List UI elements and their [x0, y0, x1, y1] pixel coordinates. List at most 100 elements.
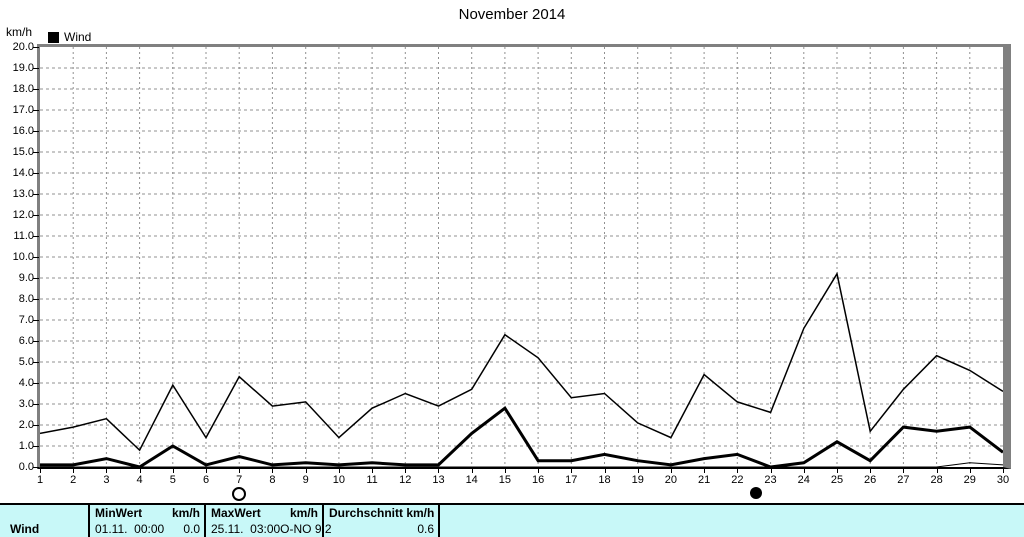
y-tick-label: 20.0 [12, 41, 34, 53]
x-tick-mark [571, 469, 573, 473]
page-title: November 2014 [458, 6, 566, 23]
y-tick-label: 7.0 [18, 314, 34, 326]
x-tick-mark [969, 469, 971, 473]
x-tick-mark [737, 469, 739, 473]
y-tick-mark [33, 215, 39, 216]
x-tick-mark [73, 469, 75, 473]
x-tick-label: 19 [631, 474, 644, 486]
durchschnitt-cell: Durchschnitt km/h 0.6 [322, 505, 438, 537]
minwert-cell: MinWert km/h 01.11. 00:00 0.0 [88, 505, 204, 537]
y-tick-label: 6.0 [18, 335, 34, 347]
minwert-header: MinWert [95, 506, 143, 520]
y-tick-label: 11.0 [13, 230, 34, 242]
y-tick-label: 16.0 [12, 125, 34, 137]
y-tick-label: 13.0 [12, 188, 34, 200]
y-tick-mark [33, 47, 39, 48]
x-tick-mark [870, 469, 872, 473]
y-tick-mark [33, 341, 39, 342]
series-hair [40, 462, 1003, 467]
y-tick-label: 8.0 [18, 293, 34, 305]
y-tick-mark [33, 425, 39, 426]
y-tick-mark [33, 173, 39, 174]
y-tick-label: 10.0 [12, 251, 34, 263]
x-tick-label: 14 [465, 474, 478, 486]
y-tick-mark [33, 362, 39, 363]
x-tick-label: 7 [236, 474, 243, 486]
maxwert-header: MaxWert [211, 506, 261, 520]
x-tick-label: 17 [565, 474, 578, 486]
y-tick-label: 3.0 [18, 398, 34, 410]
x-tick-mark [405, 469, 407, 473]
x-tick-mark [338, 469, 340, 473]
x-tick-mark [438, 469, 440, 473]
y-tick-mark [33, 404, 39, 405]
chart-legend: Wind [48, 30, 91, 44]
plot-area [37, 44, 1011, 469]
y-tick-label: 18.0 [12, 83, 34, 95]
full-moon-icon [232, 487, 247, 501]
x-tick-label: 4 [136, 474, 143, 486]
x-tick-label: 26 [864, 474, 877, 486]
summary-table: Wind MinWert km/h 01.11. 00:00 0.0 MaxWe… [0, 503, 1024, 537]
x-tick-label: 2 [70, 474, 77, 486]
y-tick-mark [33, 110, 39, 111]
x-tick-label: 22 [731, 474, 744, 486]
x-tick-label: 18 [598, 474, 611, 486]
maxwert-cell: MaxWert km/h 25.11. 03:00 O-NO 9.2 [204, 505, 332, 537]
wind-legend-label: Wind [64, 30, 92, 44]
wind-legend-swatch-icon [48, 31, 59, 43]
x-tick-mark [206, 469, 208, 473]
y-tick-label: 19.0 [12, 62, 34, 74]
summary-row-label: Wind [10, 522, 40, 536]
y-tick-mark [33, 257, 39, 258]
y-axis-unit-label: km/h [6, 25, 33, 39]
y-tick-label: 5.0 [18, 356, 34, 368]
x-tick-mark [538, 469, 540, 473]
y-tick-label: 1.0 [18, 440, 34, 452]
maxwert-unit: km/h [289, 506, 318, 520]
y-tick-mark [33, 89, 39, 90]
x-tick-label: 20 [664, 474, 678, 486]
x-tick-label: 5 [169, 474, 176, 486]
x-tick-label: 13 [432, 474, 445, 486]
summary-empty-cell [438, 505, 1024, 537]
x-tick-label: 30 [996, 474, 1010, 486]
y-tick-label: 17.0 [12, 104, 34, 116]
x-tick-label: 12 [399, 474, 412, 486]
y-tick-mark [33, 152, 39, 153]
y-tick-mark [33, 131, 39, 132]
new-moon-icon [749, 487, 762, 499]
x-tick-label: 6 [202, 474, 210, 486]
y-tick-mark [33, 236, 39, 237]
x-tick-mark [272, 469, 274, 473]
x-tick-label: 27 [897, 474, 910, 486]
x-tick-label: 3 [103, 474, 110, 486]
y-tick-mark [33, 383, 39, 384]
y-tick-mark [33, 446, 39, 447]
x-tick-mark [1003, 469, 1004, 473]
x-tick-mark [670, 469, 672, 473]
x-tick-label: 28 [930, 474, 943, 486]
y-tick-label: 14.0 [12, 167, 34, 179]
x-tick-mark [936, 469, 938, 473]
summary-row-label-cell: Wind [0, 505, 88, 537]
x-tick-mark [172, 469, 174, 473]
x-tick-label: 25 [830, 474, 844, 486]
x-tick-label: 11 [366, 474, 378, 486]
series-thin [40, 271, 1003, 452]
series-thick [40, 406, 1003, 467]
y-tick-mark [33, 278, 39, 279]
durchschnitt-header: Durchschnitt km/h [329, 506, 435, 520]
x-tick-label: 24 [797, 474, 810, 486]
x-tick-mark [770, 469, 772, 473]
x-tick-mark [239, 469, 241, 473]
y-tick-label: 4.0 [18, 377, 34, 389]
x-tick-mark [836, 469, 838, 473]
wind-chart [40, 47, 1003, 467]
x-tick-label: 10 [332, 474, 345, 486]
x-tick-mark [604, 469, 606, 473]
x-tick-mark [637, 469, 639, 473]
minwert-unit: km/h [171, 506, 200, 520]
y-tick-label: 12.0 [12, 209, 34, 221]
y-tick-mark [33, 320, 39, 321]
